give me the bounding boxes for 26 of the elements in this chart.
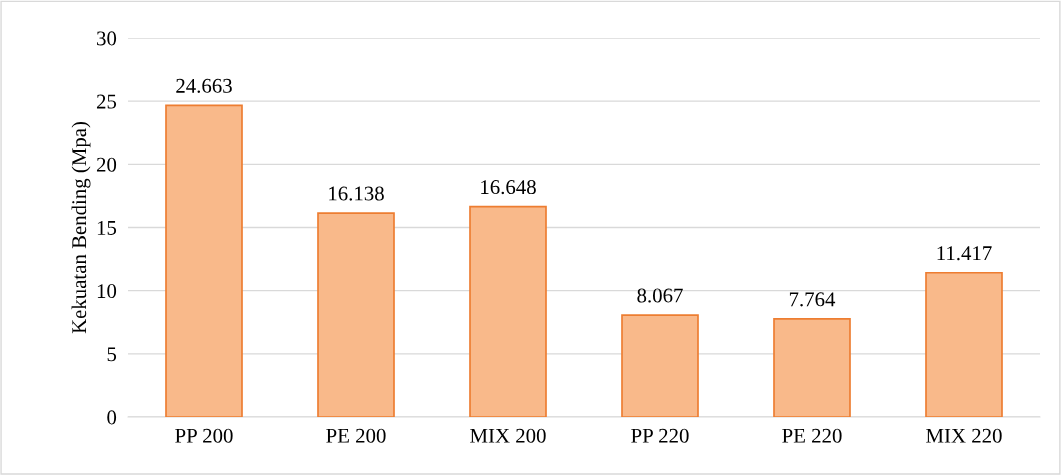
bar (165, 104, 243, 417)
y-axis-title: Kekuatan Bending (Mpa) (71, 121, 91, 334)
y-tick-label: 30 (97, 31, 117, 46)
y-tick-label: 25 (96, 94, 117, 109)
data-label: 16.648 (481, 180, 536, 195)
x-tick-label: MIX 200 (470, 428, 546, 443)
y-tick-label: 5 (107, 347, 117, 362)
data-label: 11.417 (937, 246, 992, 261)
y-tick-label: 0 (107, 410, 117, 425)
bar (317, 212, 395, 417)
y-tick-label: 10 (97, 284, 117, 299)
bar (621, 314, 699, 417)
data-label: 7.764 (789, 292, 836, 307)
x-tick-label: PE 200 (326, 428, 386, 443)
x-tick-label: PP 220 (631, 428, 689, 443)
x-tick-label: PE 220 (782, 428, 842, 443)
data-label: 24.663 (176, 78, 232, 93)
bar (469, 205, 547, 417)
data-label: 16.138 (329, 186, 384, 201)
x-tick-label: MIX 220 (926, 428, 1002, 443)
y-tick-label: 15 (97, 220, 117, 235)
data-label: 8.067 (637, 288, 683, 303)
bar (925, 271, 1003, 417)
y-tick-label: 20 (96, 157, 117, 172)
bar (773, 318, 851, 417)
x-tick-label: PP 200 (175, 428, 233, 443)
